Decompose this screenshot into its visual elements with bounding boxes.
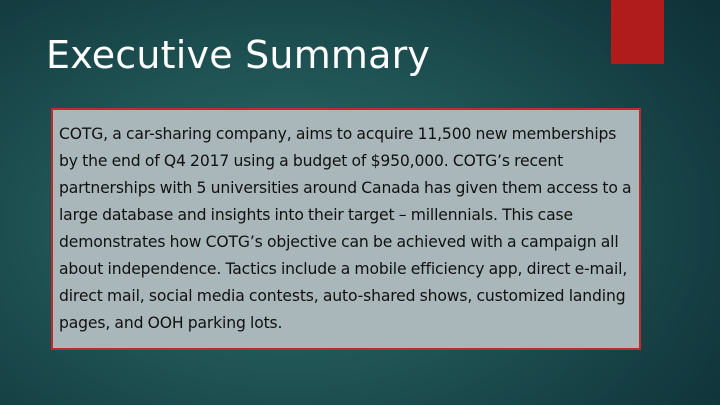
- summary-text-box: COTG, a car-sharing company, aims to acq…: [51, 108, 641, 350]
- summary-paragraph: COTG, a car-sharing company, aims to acq…: [59, 125, 632, 332]
- red-accent-block: [611, 0, 664, 64]
- slide-title: Executive Summary: [46, 33, 431, 77]
